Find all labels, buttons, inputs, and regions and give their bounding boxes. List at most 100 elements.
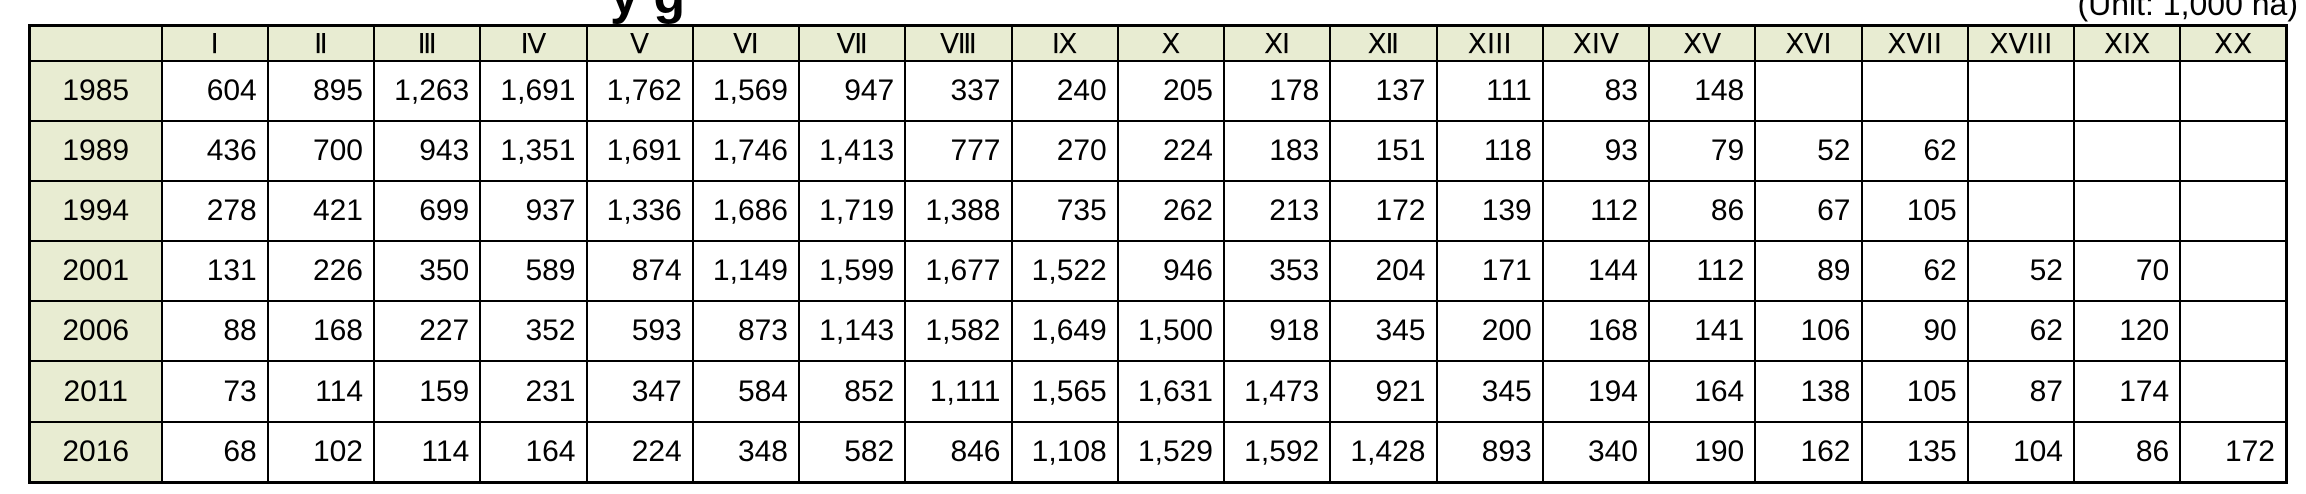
table-cell: 1,111 <box>904 360 1013 423</box>
table-cell: 777 <box>904 120 1013 183</box>
table-cell: 194 <box>1541 360 1651 423</box>
table-row: 1985 604 895 1,263 1,691 1,762 1,569 947 337 240 2… <box>28 59 2288 123</box>
column-header-6: Ⅵ <box>691 24 801 62</box>
table-cell: 1,691 <box>585 120 694 183</box>
table-cell: 353 <box>1222 240 1332 303</box>
table-cell: 205 <box>1116 59 1226 123</box>
table-cell: 1,631 <box>1116 360 1226 423</box>
table-cell: 112 <box>1647 240 1757 303</box>
table-cell: 135 <box>1860 420 1969 484</box>
table-cell: 943 <box>372 120 482 183</box>
table-cell <box>2179 240 2288 303</box>
table-cell: 262 <box>1116 180 1226 243</box>
table-cell: 582 <box>797 420 907 484</box>
table-cell <box>1966 120 2076 183</box>
table-cell: 70 <box>2072 240 2182 303</box>
column-header-1: Ⅰ <box>160 24 269 62</box>
table-cell: 337 <box>904 59 1013 123</box>
table-row: 1994 278 421 699 937 1,336 1,686 1,719 1,388 735 2… <box>28 180 2288 243</box>
table-cell: 105 <box>1860 360 1969 423</box>
table-cell <box>2179 300 2288 363</box>
table-cell: 88 <box>160 300 269 363</box>
table-cell: 1,529 <box>1116 420 1226 484</box>
table-cell: 120 <box>2072 300 2182 363</box>
table-cell: 1,599 <box>797 240 907 303</box>
table-cell <box>1966 59 2076 123</box>
table-cell: 172 <box>1329 180 1438 243</box>
table-cell: 1,108 <box>1010 420 1119 484</box>
table-cell <box>1860 59 1969 123</box>
column-header-5: Ⅴ <box>585 24 694 62</box>
table-cell: 105 <box>1860 180 1969 243</box>
table-cell: 345 <box>1435 360 1544 423</box>
column-header-17: XVII <box>1860 24 1969 62</box>
table-cell: 1,582 <box>904 300 1013 363</box>
table-cell: 89 <box>1754 240 1863 303</box>
header-corner-cell <box>28 24 163 62</box>
table-cell: 114 <box>372 420 482 484</box>
column-header-19: XIX <box>2072 24 2182 62</box>
table-cell: 68 <box>160 420 269 484</box>
column-header-9: Ⅸ <box>1010 24 1119 62</box>
table-row: 2006 88 168 227 352 593 873 1,143 1,582 1,649 1,50… <box>28 300 2288 363</box>
table-cell: 164 <box>479 420 588 484</box>
table-cell: 345 <box>1329 300 1438 363</box>
table-cell <box>2072 180 2182 243</box>
table-cell: 846 <box>904 420 1013 484</box>
table-cell: 589 <box>479 240 588 303</box>
table-body: 1985 604 895 1,263 1,691 1,762 1,569 947 337 240 2… <box>28 59 2288 484</box>
table-cell: 86 <box>1647 180 1757 243</box>
table-cell: 106 <box>1754 300 1863 363</box>
table-cell: 1,719 <box>797 180 907 243</box>
table-cell: 141 <box>1647 300 1757 363</box>
table-cell: 104 <box>1966 420 2076 484</box>
table-row: 1989 436 700 943 1,351 1,691 1,746 1,413 777 270 2… <box>28 120 2288 183</box>
table-cell: 111 <box>1435 59 1544 123</box>
table-cell: 1,473 <box>1222 360 1332 423</box>
column-header-8: Ⅷ <box>904 24 1013 62</box>
table-cell: 1,649 <box>1010 300 1119 363</box>
table-cell: 893 <box>1435 420 1544 484</box>
table-row: 2001 131 226 350 589 874 1,149 1,599 1,677 1,522 9… <box>28 240 2288 303</box>
table-cell: 1,691 <box>479 59 588 123</box>
table-cell: 183 <box>1222 120 1332 183</box>
table-cell: 921 <box>1329 360 1438 423</box>
table-cell: 114 <box>266 360 376 423</box>
table-cell: 86 <box>2072 420 2182 484</box>
chart-title-fragment: y g <box>610 0 685 24</box>
table-cell: 340 <box>1541 420 1651 484</box>
row-header-year: 2001 <box>28 240 163 303</box>
table-cell: 144 <box>1541 240 1651 303</box>
table-cell <box>1754 59 1863 123</box>
age-class-table: Ⅰ Ⅱ Ⅲ Ⅳ Ⅴ Ⅵ Ⅶ Ⅷ Ⅸ Ⅹ Ⅺ Ⅻ XIII XIV XV XVI XVII XVIII XIX XX 1… <box>28 24 2288 484</box>
title-strip: y g (Unit: 1,000 ha) <box>0 0 2306 24</box>
table-cell: 172 <box>2179 420 2288 484</box>
table-cell: 1,336 <box>585 180 694 243</box>
table-cell: 67 <box>1754 180 1863 243</box>
table-cell: 240 <box>1010 59 1119 123</box>
table-cell: 918 <box>1222 300 1332 363</box>
table-cell: 174 <box>2072 360 2182 423</box>
table-cell: 62 <box>1860 120 1969 183</box>
table-cell: 151 <box>1329 120 1438 183</box>
table-cell: 604 <box>160 59 269 123</box>
table-cell: 1,388 <box>904 180 1013 243</box>
table-cell: 593 <box>585 300 694 363</box>
table-cell: 699 <box>372 180 482 243</box>
table-cell: 226 <box>266 240 376 303</box>
table-cell: 164 <box>1647 360 1757 423</box>
table-cell: 224 <box>1116 120 1226 183</box>
table-cell: 352 <box>479 300 588 363</box>
column-header-14: XIV <box>1541 24 1651 62</box>
table-cell <box>1966 180 2076 243</box>
table-cell: 1,762 <box>585 59 694 123</box>
column-header-12: Ⅻ <box>1329 24 1438 62</box>
table-cell: 1,351 <box>479 120 588 183</box>
table-cell <box>2179 59 2288 123</box>
table-cell: 1,263 <box>372 59 482 123</box>
table-cell: 112 <box>1541 180 1651 243</box>
table-cell: 131 <box>160 240 269 303</box>
column-header-10: Ⅹ <box>1116 24 1226 62</box>
table-cell: 102 <box>266 420 376 484</box>
table-cell <box>2179 180 2288 243</box>
